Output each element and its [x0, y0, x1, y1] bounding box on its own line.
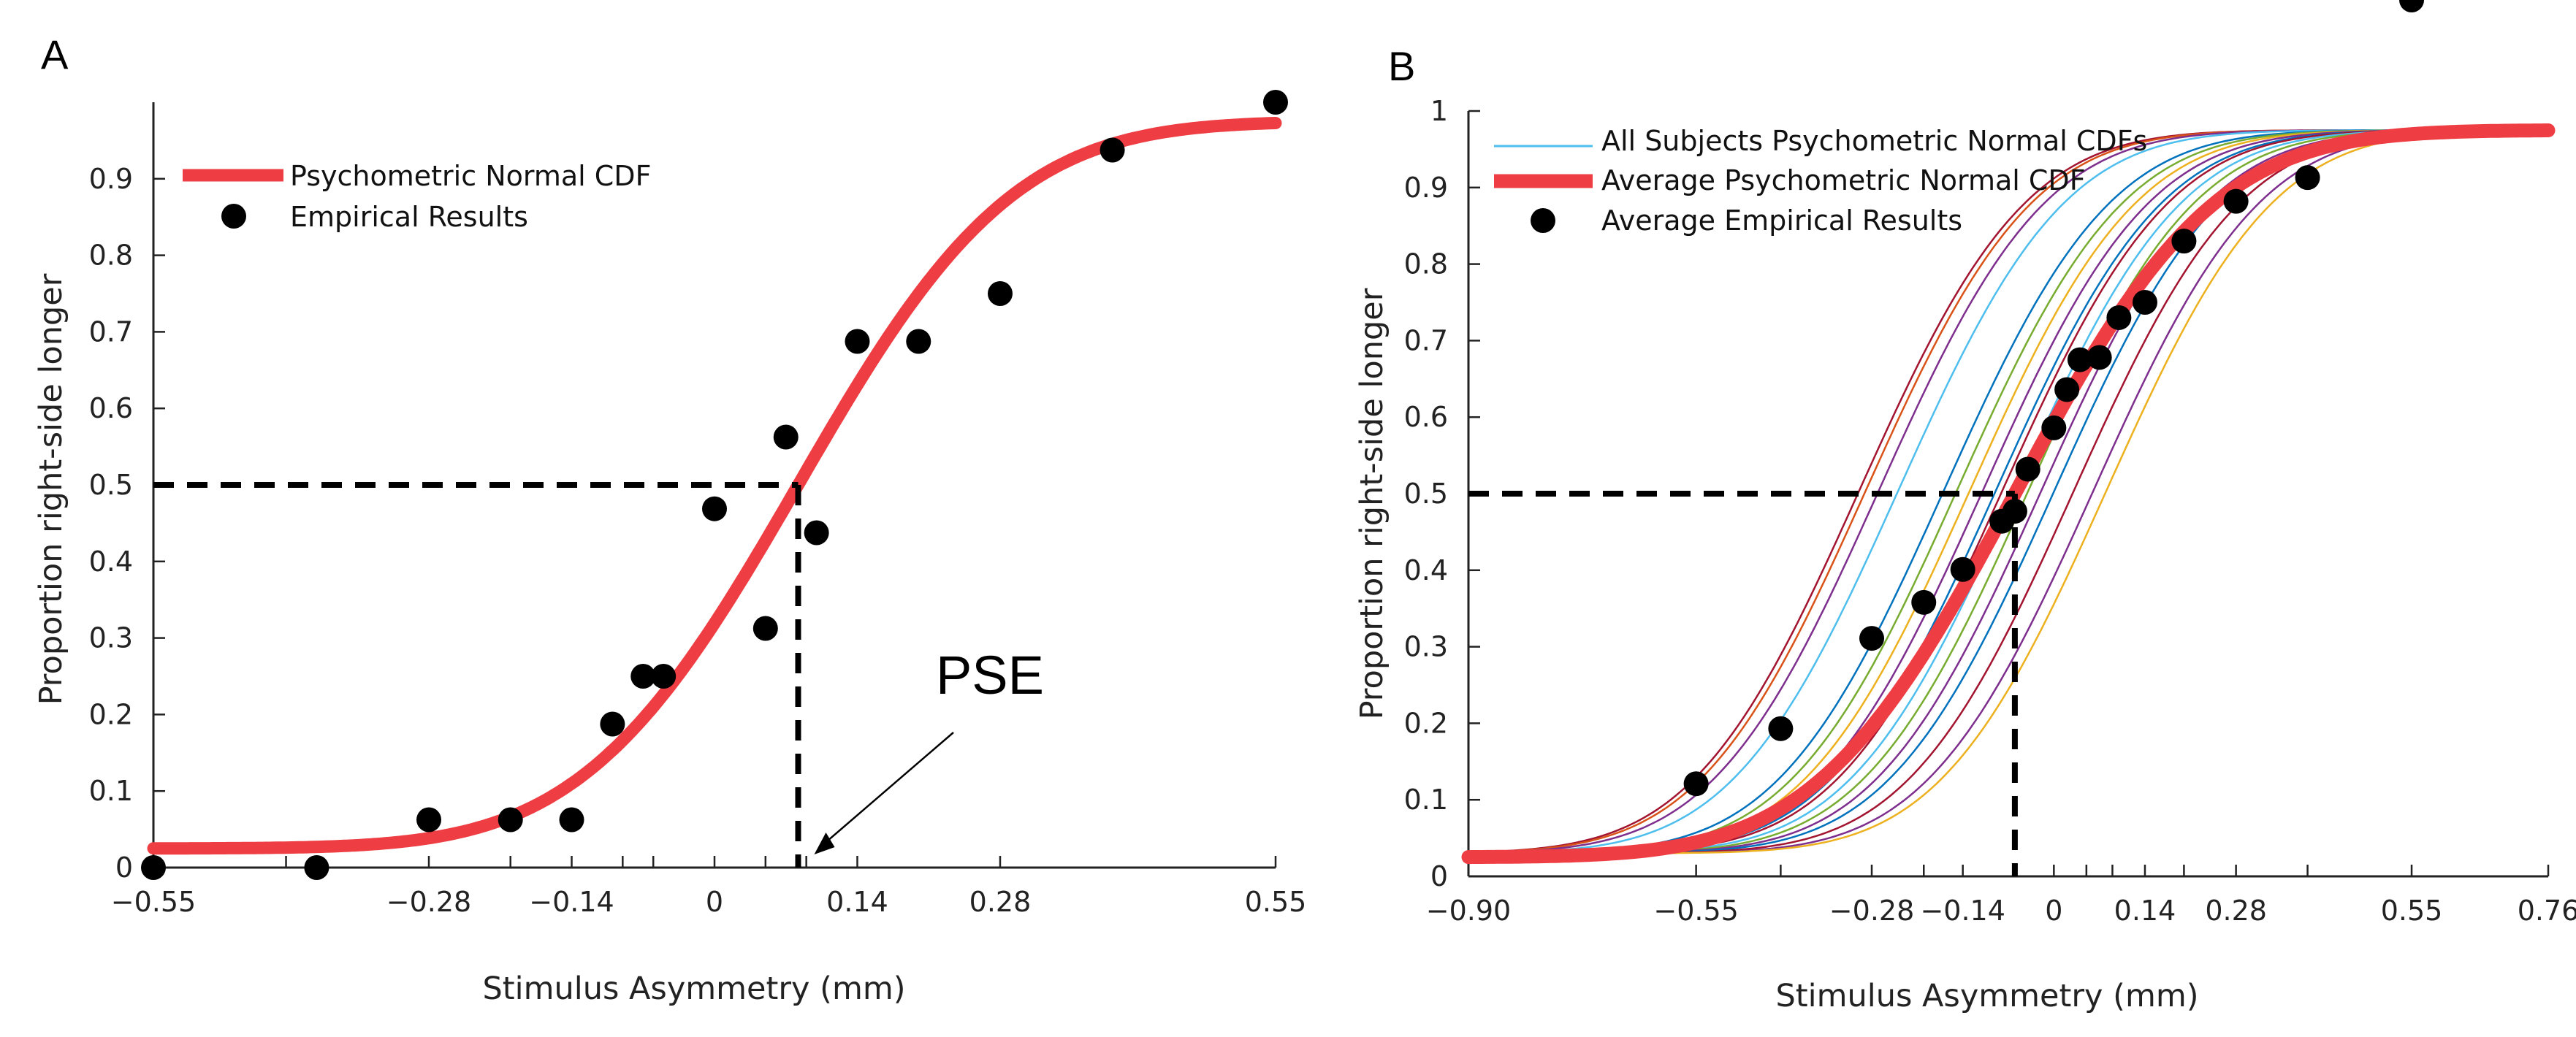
panel-a-legend-curve-label: Psychometric Normal CDF: [290, 160, 651, 192]
panel-a-empirical-point: [845, 329, 870, 354]
panel-a-empirical-point: [1263, 90, 1288, 115]
a-y-tick-label: 0.2: [89, 698, 133, 730]
panel-a-empirical-point: [416, 807, 442, 833]
a-x-tick-label: 0.55: [1245, 886, 1307, 918]
b-x-tick-label: −0.90: [1426, 895, 1511, 927]
panel-b-empirical-point: [2132, 290, 2157, 315]
panel-b-legend-subjects-label: All Subjects Psychometric Normal CDFs: [1601, 125, 2147, 157]
panel-b-empirical-point: [1911, 589, 1937, 615]
b-y-tick-label: 0.7: [1404, 324, 1448, 356]
a-y-tick-label: 0.9: [89, 163, 133, 195]
panel-a-empirical-point: [630, 664, 656, 689]
panel-b-legend-average-label: Average Psychometric Normal CDF: [1601, 164, 2086, 196]
b-y-tick-label: 0.5: [1404, 478, 1448, 510]
a-x-tick-label: −0.28: [386, 886, 471, 918]
a-y-tick-label: 0.5: [89, 469, 133, 501]
panel-a-pse-annotation: PSE: [936, 645, 1044, 705]
panel-b-x-axis-title: Stimulus Asymmetry (mm): [1776, 978, 2199, 1014]
panel-b-empirical-point: [1859, 626, 1885, 651]
b-y-tick-label: 0.6: [1404, 401, 1448, 433]
a-y-tick-label: 0.3: [89, 622, 133, 654]
panel-b-empirical-point: [2015, 456, 2040, 482]
a-x-tick-label: −0.55: [111, 886, 196, 918]
b-y-tick-label: 0.9: [1404, 172, 1448, 204]
panel-a-empirical-point: [498, 807, 523, 833]
panel-b-empirical-point: [2399, 0, 2425, 12]
a-y-tick-label: 0.4: [89, 546, 133, 578]
b-x-tick-label: 0.28: [2205, 895, 2267, 927]
panel-a-legend-point-swatch: [221, 204, 246, 229]
panel-b-label: B: [1388, 43, 1415, 89]
panel-b-legend-point-swatch: [1531, 208, 1555, 233]
panel-b-legend-point-label: Average Empirical Results: [1601, 204, 1962, 237]
panel-a-legend: Psychometric Normal CDF Empirical Results: [183, 160, 651, 233]
panel-a-axes: −0.55 −0.28 −0.14 0 0.14 0.28 0.55 0 0.1 0.2 0.3 0.…: [89, 102, 1307, 918]
b-y-tick-label: 0.4: [1404, 554, 1448, 586]
panel-b: B −0.90 −0.55 −0.28 −0.14 0 0.14 0.28 0.55 0.76 0…: [1354, 0, 2576, 1014]
panel-a-empirical-point: [702, 496, 727, 521]
b-x-tick-label: −0.55: [1653, 895, 1738, 927]
panel-a-points-layer: [141, 90, 1288, 880]
panel-b-y-axis-title: Proportion right-side longer: [1354, 288, 1390, 719]
panel-a-empirical-point: [1100, 137, 1125, 163]
b-y-tick-label: 0.8: [1404, 248, 1448, 280]
b-x-tick-label: −0.28: [1829, 895, 1914, 927]
b-x-tick-label: 0.14: [2114, 895, 2176, 927]
panel-a-x-axis-title: Stimulus Asymmetry (mm): [483, 971, 906, 1007]
panel-a-curve-layer: [147, 117, 1282, 855]
panel-b-empirical-point: [2106, 305, 2132, 330]
b-x-tick-label: 0.55: [2381, 895, 2443, 927]
panel-a-normal-cdf-curve: [147, 117, 1282, 855]
panel-b-points-layer: [1683, 0, 2425, 797]
panel-b-pse-layer: [1468, 491, 2018, 876]
panel-a-empirical-point: [804, 520, 829, 546]
a-x-tick-label: 0: [706, 886, 723, 918]
b-y-tick-label: 0.2: [1404, 707, 1448, 739]
panel-b-empirical-point: [2041, 415, 2067, 440]
b-y-tick-label: 0.1: [1404, 784, 1448, 816]
panel-a-empirical-point: [752, 616, 778, 641]
panel-b-empirical-point: [1768, 716, 1794, 741]
panel-b-empirical-point: [2223, 188, 2249, 214]
b-y-tick-label: 0.3: [1404, 631, 1448, 663]
b-x-tick-label: −0.14: [1920, 895, 2005, 927]
a-y-tick-label: 0.6: [89, 392, 133, 424]
panel-b-axes: −0.90 −0.55 −0.28 −0.14 0 0.14 0.28 0.55 0.76 0 0.…: [1404, 95, 2576, 927]
panel-b-empirical-point: [2067, 347, 2092, 372]
panel-a: A −0.55 −0.28 −0.14 0 0.14 0.28 0.55 0 0.1 0.2 0.3…: [33, 31, 1306, 1007]
panel-a-empirical-point: [559, 807, 584, 833]
panel-a-empirical-point: [906, 329, 931, 354]
panel-a-empirical-point: [651, 664, 677, 689]
b-x-tick-label: 0.76: [2518, 895, 2576, 927]
a-y-tick-label: 0: [115, 852, 133, 884]
panel-a-empirical-point: [141, 855, 166, 880]
panel-b-legend: All Subjects Psychometric Normal CDFs Ave…: [1494, 125, 2147, 237]
panel-a-empirical-point: [987, 281, 1013, 306]
panel-a-pse-arrow-shaft: [823, 732, 954, 844]
panel-a-empirical-point: [304, 855, 329, 880]
panel-a-empirical-point: [773, 424, 799, 450]
panel-a-pse-arrow-head: [814, 833, 835, 854]
a-x-tick-label: −0.14: [529, 886, 614, 918]
a-y-tick-label: 0.8: [89, 240, 133, 272]
panel-b-empirical-point: [1683, 771, 1709, 797]
a-y-tick-label: 0.1: [89, 775, 133, 807]
b-x-tick-label: 0: [2045, 895, 2062, 927]
b-y-tick-label: 0: [1430, 860, 1448, 892]
panel-b-empirical-point: [1950, 556, 1975, 582]
panel-b-empirical-point: [2295, 165, 2320, 191]
panel-a-empirical-point: [600, 711, 625, 737]
panel-a-legend-point-label: Empirical Results: [290, 201, 528, 233]
a-x-tick-label: 0.14: [826, 886, 888, 918]
a-x-tick-label: 0.28: [969, 886, 1032, 918]
panel-a-y-axis-title: Proportion right-side longer: [33, 273, 69, 705]
panel-b-empirical-point: [2054, 377, 2080, 402]
a-y-tick-label: 0.7: [89, 315, 133, 348]
panel-a-pse-layer: PSE: [153, 482, 1044, 868]
b-y-tick-label: 1: [1430, 95, 1448, 127]
panel-b-empirical-point: [2171, 229, 2197, 254]
panel-a-label: A: [41, 31, 69, 77]
panel-b-empirical-point: [2087, 345, 2112, 370]
